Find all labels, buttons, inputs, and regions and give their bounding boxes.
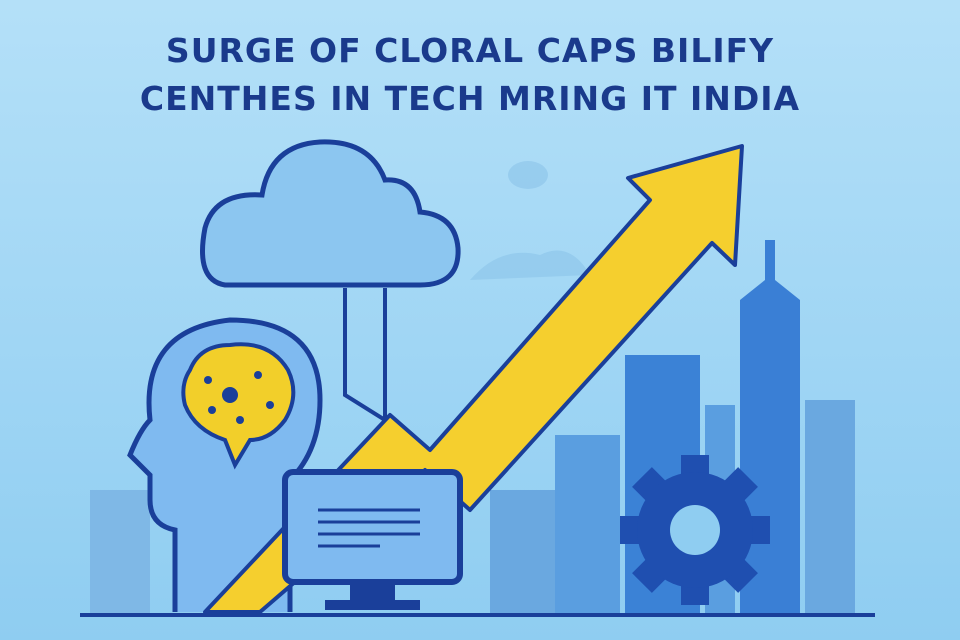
monitor [282,469,463,610]
cloud [200,139,461,288]
skyline [90,240,855,615]
cloud-link [343,288,387,424]
brain [181,342,296,470]
gear [620,455,770,605]
brain-pattern [204,371,274,424]
title-line: CENTHES IN TECH MRING IT INDIA [140,79,800,118]
background-clouds [470,161,590,280]
title-line: SURGE OF CLORAL CAPS BILIFY [166,31,774,70]
